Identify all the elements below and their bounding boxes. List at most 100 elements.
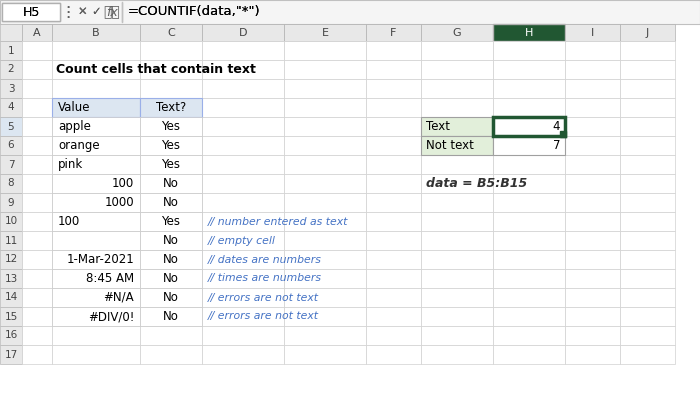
- Bar: [52, 269, 140, 288]
- Bar: [366, 212, 421, 231]
- Text: 4: 4: [552, 120, 560, 133]
- Bar: [284, 174, 366, 193]
- Text: No: No: [163, 291, 179, 304]
- Text: 8:45 AM: 8:45 AM: [86, 272, 134, 285]
- Bar: [22, 193, 52, 212]
- Text: G: G: [453, 28, 461, 38]
- Bar: [620, 288, 675, 307]
- Text: 14: 14: [4, 292, 18, 302]
- Text: // errors are not text: // errors are not text: [208, 292, 319, 302]
- Text: H5: H5: [22, 6, 40, 18]
- Bar: [140, 231, 202, 250]
- Bar: [620, 231, 675, 250]
- Bar: [52, 345, 140, 364]
- Bar: [493, 345, 565, 364]
- Bar: [284, 212, 366, 231]
- Bar: [202, 193, 284, 212]
- Bar: [202, 136, 284, 155]
- Bar: [140, 155, 202, 174]
- Bar: [0, 345, 22, 364]
- Bar: [284, 326, 366, 345]
- Text: 7: 7: [8, 160, 14, 170]
- Bar: [620, 60, 675, 79]
- Bar: [284, 117, 366, 136]
- Bar: [52, 231, 140, 250]
- Bar: [421, 98, 493, 117]
- Bar: [284, 155, 366, 174]
- Bar: [140, 117, 202, 136]
- Bar: [366, 98, 421, 117]
- Text: 11: 11: [4, 236, 18, 246]
- Text: apple: apple: [58, 120, 91, 133]
- Bar: [565, 79, 620, 98]
- Bar: [421, 307, 493, 326]
- Bar: [421, 250, 493, 269]
- Bar: [52, 212, 140, 231]
- Bar: [22, 269, 52, 288]
- Bar: [620, 98, 675, 117]
- Text: 5: 5: [8, 122, 14, 132]
- Bar: [284, 24, 366, 41]
- Bar: [140, 174, 202, 193]
- Bar: [140, 231, 202, 250]
- Bar: [140, 307, 202, 326]
- Bar: [284, 288, 366, 307]
- Bar: [421, 288, 493, 307]
- Bar: [366, 60, 421, 79]
- Bar: [52, 193, 140, 212]
- Bar: [22, 155, 52, 174]
- Text: Not text: Not text: [426, 139, 474, 152]
- Text: 1-Mar-2021: 1-Mar-2021: [66, 253, 134, 266]
- Bar: [202, 231, 284, 250]
- Bar: [421, 326, 493, 345]
- Text: orange: orange: [58, 139, 99, 152]
- Text: ✓: ✓: [91, 7, 101, 17]
- Bar: [0, 41, 22, 60]
- Bar: [493, 98, 565, 117]
- Bar: [140, 79, 202, 98]
- Bar: [421, 136, 493, 155]
- Bar: [140, 41, 202, 60]
- Bar: [366, 345, 421, 364]
- Bar: [284, 60, 366, 79]
- Bar: [493, 24, 565, 41]
- Bar: [52, 288, 140, 307]
- Bar: [565, 231, 620, 250]
- Text: Text: Text: [426, 120, 450, 133]
- Text: 13: 13: [4, 274, 18, 284]
- Bar: [22, 98, 52, 117]
- Bar: [565, 212, 620, 231]
- Bar: [22, 231, 52, 250]
- Bar: [284, 307, 366, 326]
- Bar: [52, 98, 140, 117]
- Text: No: No: [163, 310, 179, 323]
- Bar: [202, 212, 284, 231]
- Bar: [565, 326, 620, 345]
- Bar: [22, 288, 52, 307]
- Bar: [202, 250, 284, 269]
- Bar: [52, 41, 140, 60]
- Bar: [202, 117, 284, 136]
- Bar: [202, 60, 284, 79]
- Text: ✕: ✕: [77, 7, 87, 17]
- Bar: [366, 231, 421, 250]
- Bar: [202, 307, 284, 326]
- Bar: [202, 98, 284, 117]
- Bar: [140, 98, 202, 117]
- Bar: [140, 250, 202, 269]
- Bar: [565, 250, 620, 269]
- Bar: [0, 269, 22, 288]
- Bar: [366, 79, 421, 98]
- Text: Yes: Yes: [162, 120, 181, 133]
- Bar: [52, 250, 140, 269]
- Bar: [620, 79, 675, 98]
- Bar: [0, 174, 22, 193]
- Bar: [284, 345, 366, 364]
- Text: 2: 2: [8, 64, 14, 74]
- Text: // times are numbers: // times are numbers: [208, 274, 322, 284]
- Text: F: F: [391, 28, 397, 38]
- Bar: [2, 3, 60, 21]
- Bar: [0, 231, 22, 250]
- Bar: [140, 269, 202, 288]
- Bar: [284, 231, 366, 250]
